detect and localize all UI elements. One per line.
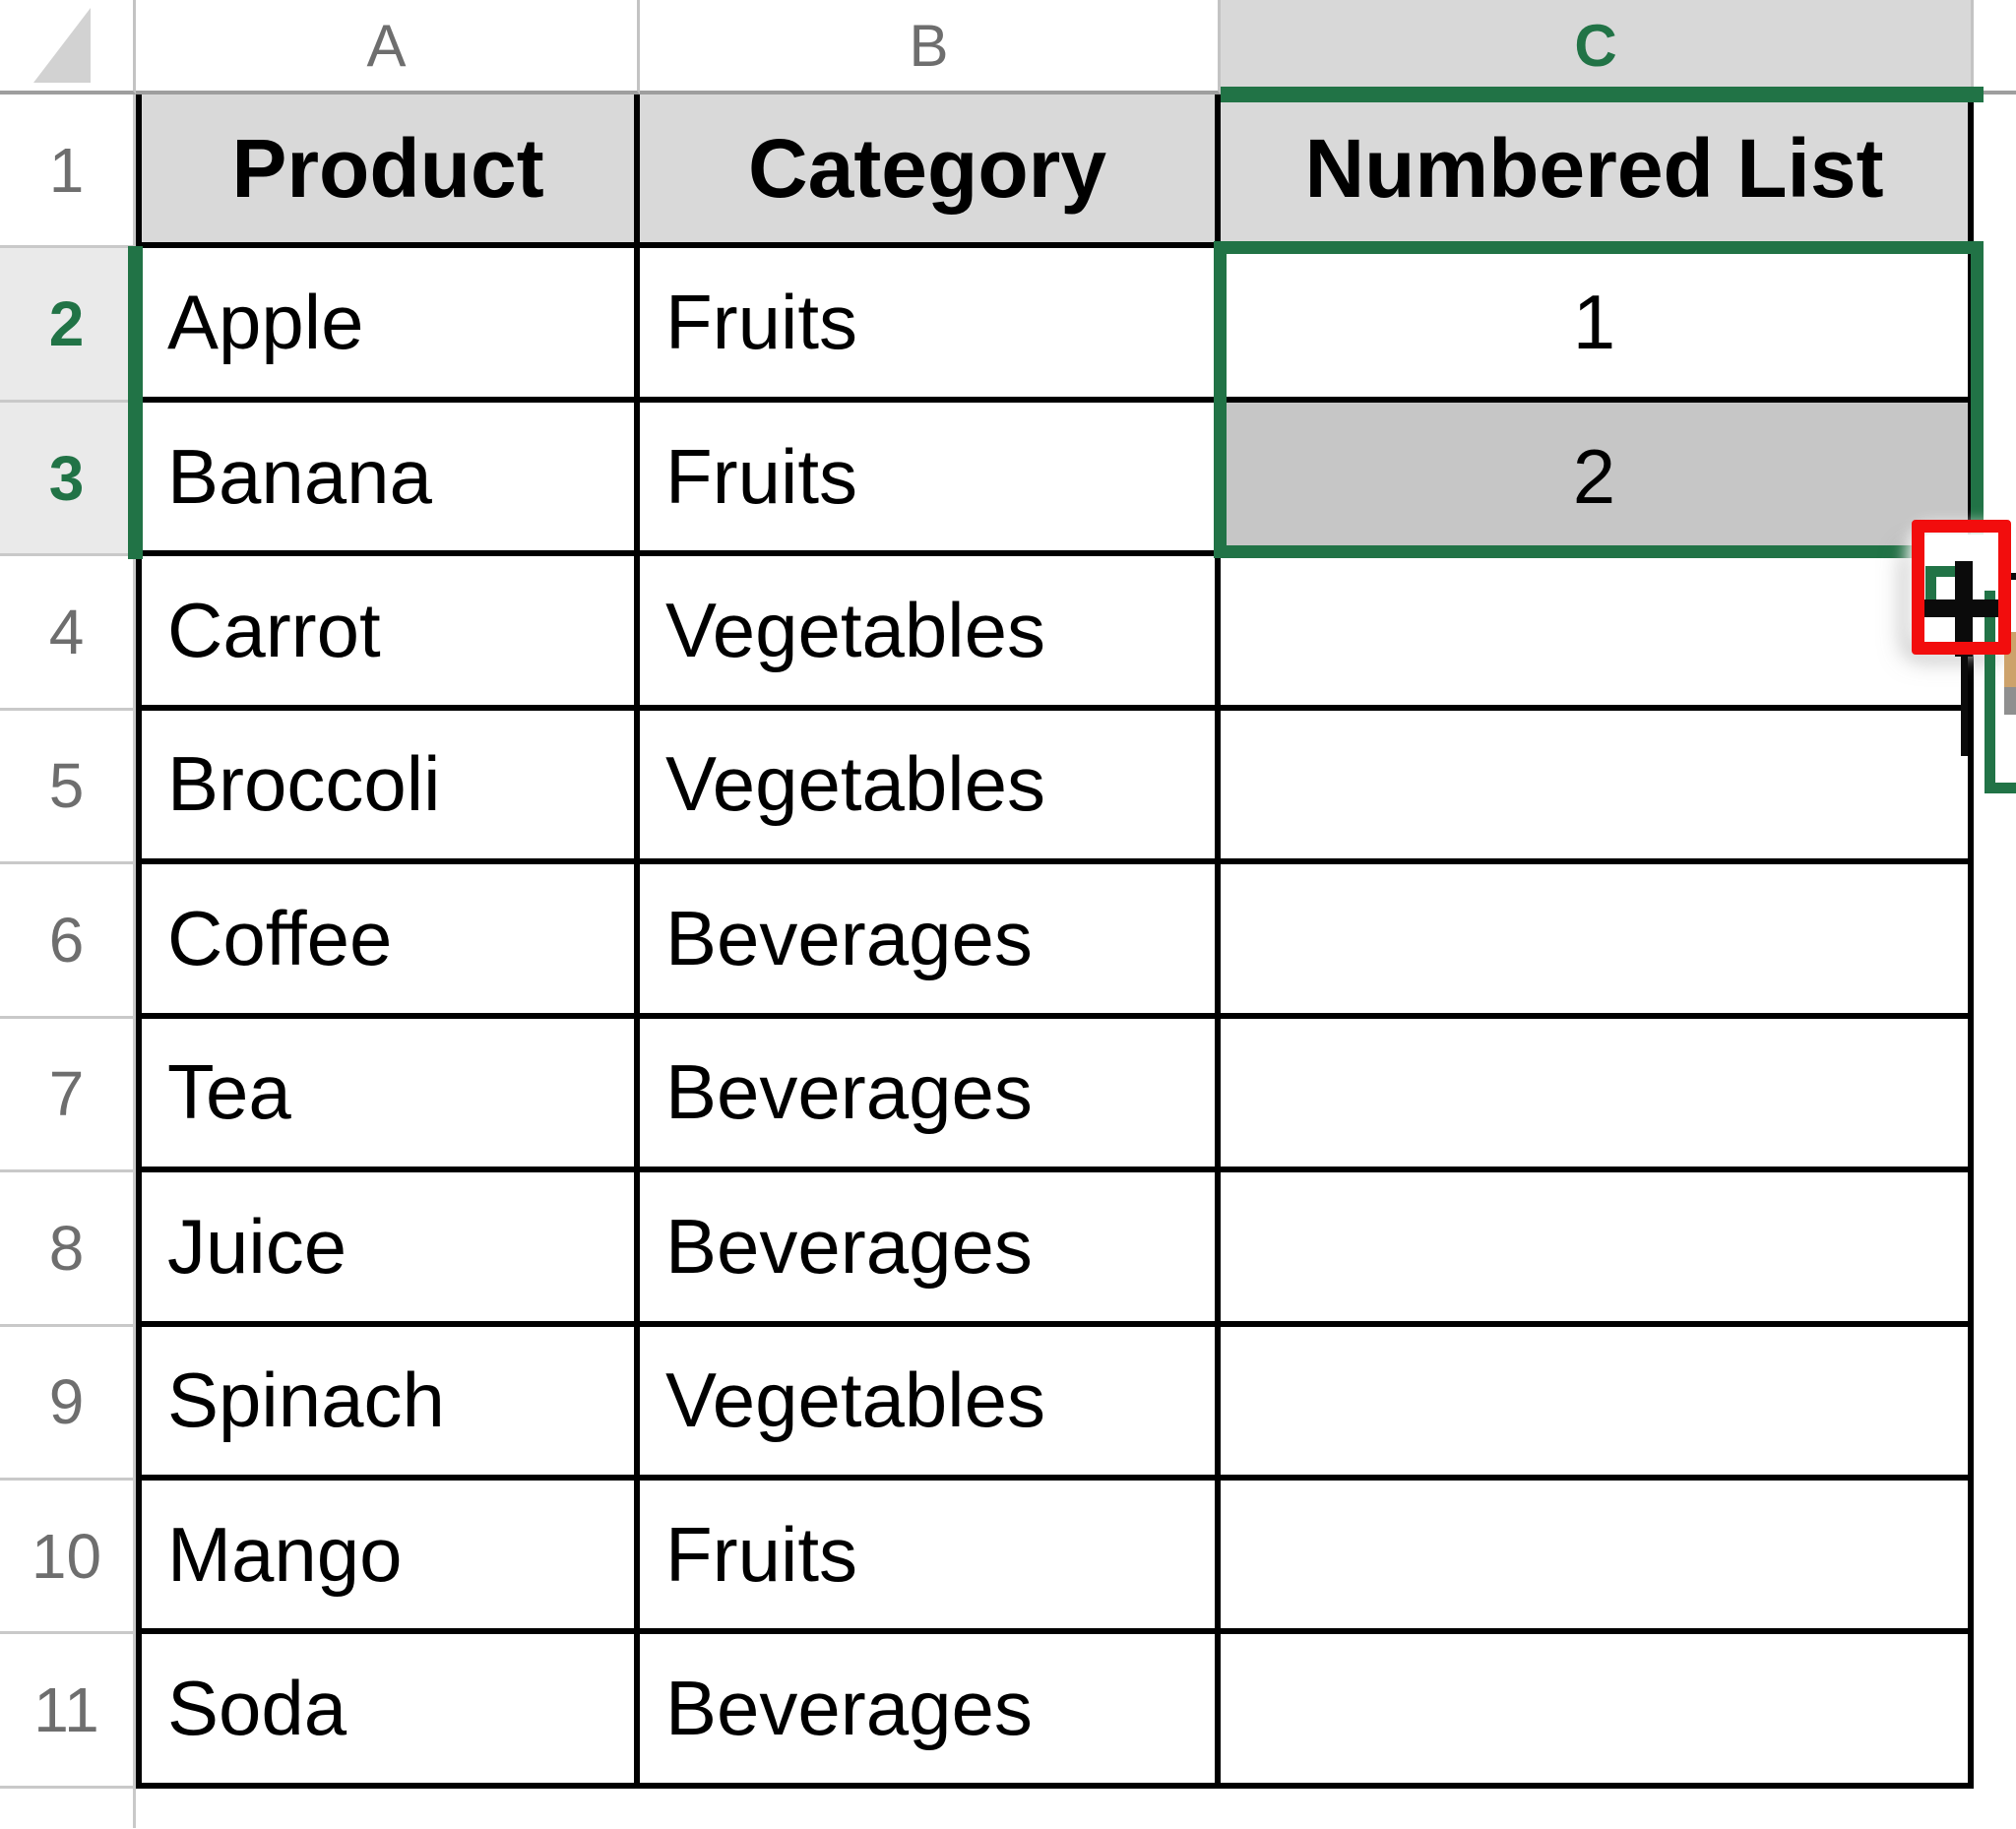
column-c-selection-underline bbox=[1221, 87, 1984, 102]
cell-B11[interactable]: Beverages bbox=[640, 1634, 1221, 1789]
cell-C11[interactable] bbox=[1221, 1634, 1974, 1789]
fill-handle-icon[interactable] bbox=[1925, 566, 1965, 603]
cell-C10[interactable] bbox=[1221, 1480, 1974, 1635]
cell-B5[interactable]: Vegetables bbox=[640, 710, 1221, 865]
row-header-12-partial[interactable] bbox=[0, 1788, 136, 1829]
cell-B9[interactable]: Vegetables bbox=[640, 1326, 1221, 1481]
cell-A8[interactable]: Juice bbox=[136, 1172, 640, 1327]
selection-range-border bbox=[1214, 241, 1984, 558]
header-strip-margin bbox=[1974, 0, 2016, 95]
row-header-9[interactable]: 9 bbox=[0, 1326, 136, 1481]
cell-C5[interactable] bbox=[1221, 710, 1974, 865]
cell-B7[interactable]: Beverages bbox=[640, 1018, 1221, 1173]
select-all-triangle-icon bbox=[33, 8, 91, 83]
cell-C8[interactable] bbox=[1221, 1172, 1974, 1327]
row-header-1[interactable]: 1 bbox=[0, 95, 136, 249]
margin-cell bbox=[1974, 1788, 2016, 1829]
row-header-selection-bar bbox=[128, 246, 143, 559]
cell-A4[interactable]: Carrot bbox=[136, 556, 640, 711]
cell-C1[interactable]: Numbered List bbox=[1221, 95, 1974, 249]
row-header-11[interactable]: 11 bbox=[0, 1634, 136, 1789]
row-header-2[interactable]: 2 bbox=[0, 248, 136, 403]
column-header-C[interactable]: C bbox=[1221, 0, 1974, 95]
cell-B3[interactable]: Fruits bbox=[640, 402, 1221, 557]
margin-cell bbox=[1974, 1018, 2016, 1173]
cell-C7[interactable] bbox=[1221, 1018, 1974, 1173]
cell-B1[interactable]: Category bbox=[640, 95, 1221, 249]
margin-cell bbox=[1974, 1172, 2016, 1327]
fill-preview-border-horizontal bbox=[1984, 783, 2016, 793]
margin-cell bbox=[1974, 864, 2016, 1019]
cell-A11[interactable]: Soda bbox=[136, 1634, 640, 1789]
red-highlight-box bbox=[1912, 520, 2011, 655]
cell-A9[interactable]: Spinach bbox=[136, 1326, 640, 1481]
cell-A1[interactable]: Product bbox=[136, 95, 640, 249]
cell-B2[interactable]: Fruits bbox=[640, 248, 1221, 403]
cell-B6[interactable]: Beverages bbox=[640, 864, 1221, 1019]
row-header-3[interactable]: 3 bbox=[0, 402, 136, 557]
margin-cell bbox=[1974, 1480, 2016, 1635]
row-header-8[interactable]: 8 bbox=[0, 1172, 136, 1327]
cursor-crosshair-tail bbox=[2006, 573, 2016, 580]
margin-cell bbox=[1974, 1634, 2016, 1789]
cell-A3[interactable]: Banana bbox=[136, 402, 640, 557]
cell-B4[interactable]: Vegetables bbox=[640, 556, 1221, 711]
cell-C6[interactable] bbox=[1221, 864, 1974, 1019]
fill-handle-plus-cursor-icon bbox=[1916, 599, 2011, 617]
select-all-corner[interactable] bbox=[0, 0, 136, 95]
row-header-4[interactable]: 4 bbox=[0, 556, 136, 711]
cell-C4[interactable] bbox=[1221, 556, 1974, 711]
cell-A2[interactable]: Apple bbox=[136, 248, 640, 403]
cell-A5[interactable]: Broccoli bbox=[136, 710, 640, 865]
margin-cell bbox=[1974, 1326, 2016, 1481]
cell-A7[interactable]: Tea bbox=[136, 1018, 640, 1173]
cell-B10[interactable]: Fruits bbox=[640, 1480, 1221, 1635]
row-header-6[interactable]: 6 bbox=[0, 864, 136, 1019]
fill-preview-border-vertical bbox=[1984, 591, 1995, 793]
margin-cell bbox=[1974, 95, 2016, 249]
cell-C9[interactable] bbox=[1221, 1326, 1974, 1481]
cell-C12-partial[interactable] bbox=[1221, 1788, 1974, 1829]
column-header-B[interactable]: B bbox=[640, 0, 1221, 95]
row-header-10[interactable]: 10 bbox=[0, 1480, 136, 1635]
column-header-A[interactable]: A bbox=[136, 0, 640, 95]
cursor-crosshair-tail bbox=[1961, 650, 1968, 756]
clipped-artifact-gray bbox=[2004, 687, 2016, 715]
cell-B12-partial[interactable] bbox=[640, 1788, 1221, 1829]
cell-A12-partial[interactable] bbox=[136, 1788, 640, 1829]
row-header-7[interactable]: 7 bbox=[0, 1018, 136, 1173]
row-header-5[interactable]: 5 bbox=[0, 710, 136, 865]
cell-A10[interactable]: Mango bbox=[136, 1480, 640, 1635]
cell-B8[interactable]: Beverages bbox=[640, 1172, 1221, 1327]
cell-A6[interactable]: Coffee bbox=[136, 864, 640, 1019]
